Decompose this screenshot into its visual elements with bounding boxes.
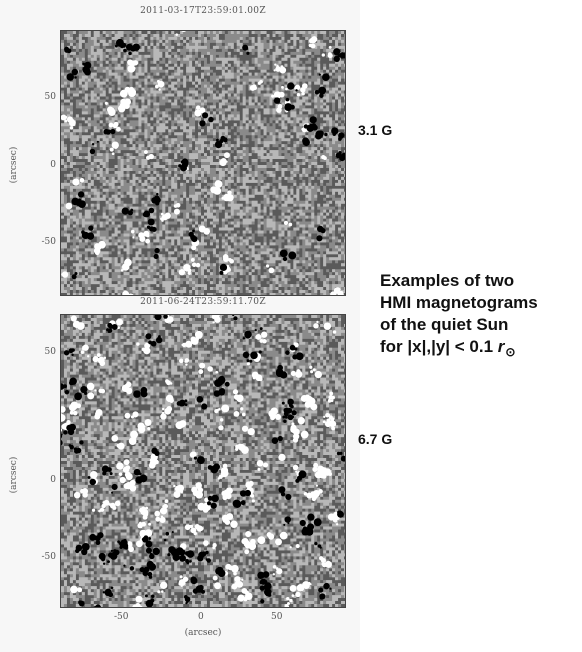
panel-1-y-axis-label: (arcsec): [9, 146, 19, 184]
panel-1-title: 2011-03-17T23:59:01.00Z: [140, 6, 266, 16]
caption-line-3: of the quiet Sun: [380, 315, 509, 334]
panel-1-ytick-minus-50: -50: [41, 237, 57, 247]
panel-1-ytick-0: 0: [50, 160, 56, 170]
magnetogram-panel-2: [60, 314, 346, 608]
caption-line-1: Examples of two: [380, 271, 515, 290]
panel-2-ytick-0: 0: [50, 475, 56, 485]
x-axis-label: (arcsec): [184, 628, 222, 638]
panel-2-ytick-minus-50: -50: [41, 552, 57, 562]
xtick-50: 50: [271, 612, 283, 622]
magnetogram-figure: 2011-03-17T23:59:01.00Z 50 0 -50 (arcsec…: [9, 6, 346, 638]
caption-line-4: for |x|,|y| < 0.1 r⊙: [380, 336, 538, 363]
figure-caption: Examples of two HMI magnetograms of the …: [380, 270, 538, 363]
panel-2-title: 2011-06-24T23:59:11.70Z: [140, 297, 266, 307]
magnetogram-image-1: [61, 31, 345, 295]
panel-1-ytick-50: 50: [44, 92, 56, 102]
magnetogram-image-2: [61, 315, 345, 607]
caption-line-4-text: for |x|,|y| < 0.1: [380, 337, 498, 356]
panel-1-field-label: 3.1 G: [358, 122, 393, 138]
panel-2-field-label: 6.7 G: [358, 431, 393, 447]
caption-line-2: HMI magnetograms: [380, 293, 538, 312]
xtick-minus-50: -50: [114, 612, 129, 622]
magnetogram-panel-1: [60, 30, 346, 296]
xtick-0: 0: [198, 612, 204, 622]
panel-2-ytick-50: 50: [44, 347, 56, 357]
panel-2-y-axis-label: (arcsec): [9, 456, 19, 494]
solar-radius-symbol: r: [497, 337, 505, 356]
sun-symbol: ⊙: [505, 345, 516, 359]
